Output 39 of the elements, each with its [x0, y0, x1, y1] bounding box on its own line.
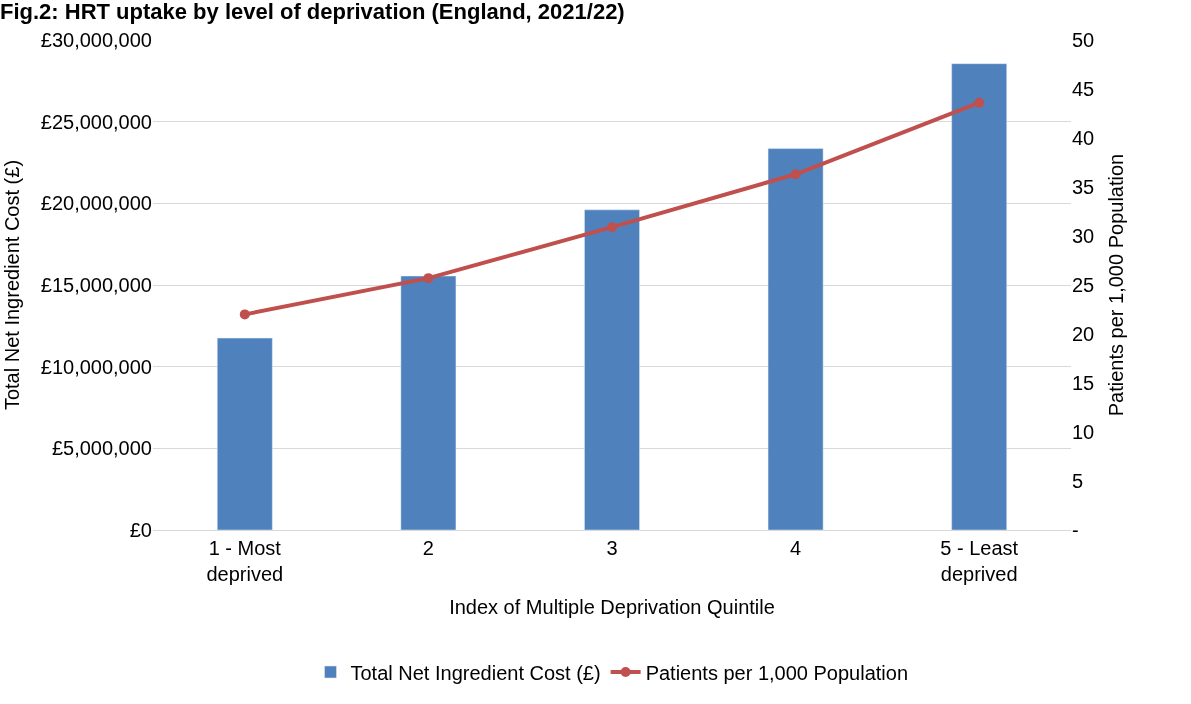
y-tick-label: £20,000,000 — [40, 192, 152, 215]
point — [974, 97, 985, 108]
y2-tick-label: 20 — [1072, 323, 1095, 345]
y2-tick-label: 50 — [1072, 29, 1095, 51]
bar — [584, 209, 640, 530]
legend-label: Total Net Ingredient Cost (£) — [350, 661, 601, 684]
y2-tick-label: 10 — [1072, 421, 1095, 443]
point — [607, 222, 617, 233]
y2-tick-label: 25 — [1072, 274, 1095, 296]
x-axis-title: Index of Multiple Deprivation Quintile — [449, 595, 775, 618]
point — [790, 169, 801, 180]
y2-tick-label: 45 — [1072, 78, 1095, 100]
y2-tick-label: 5 — [1072, 470, 1084, 492]
y-tick-label: £0 — [129, 519, 152, 541]
y-tick-label: £25,000,000 — [40, 110, 152, 133]
y2-tick-label: 40 — [1072, 127, 1095, 149]
bar — [217, 337, 273, 530]
bar — [767, 148, 824, 530]
y-tick-label: £15,000,000 — [40, 274, 152, 296]
bar — [400, 275, 457, 530]
x-tick-label: 5 - Least deprived — [940, 537, 1019, 585]
x-tick-label: 1 - Most deprived — [206, 537, 284, 585]
y-axis-title: Total Net Ingredient Cost (£) — [1, 159, 24, 411]
chart-title: Fig.2: HRT uptake by level of deprivation (England, 2021/22) — [0, 0, 625, 24]
y2-tick-label: - — [1072, 519, 1079, 541]
y2-tick-label: 30 — [1072, 225, 1095, 247]
y-tick-label: £10,000,000 — [40, 355, 152, 378]
point — [423, 273, 434, 284]
bar — [951, 63, 1007, 530]
legend-label: Patients per 1,000 Population — [645, 661, 909, 684]
x-tick-label: 2 — [422, 537, 434, 559]
y-tick-label: £5,000,000 — [51, 437, 152, 460]
point — [239, 309, 250, 320]
y2-tick-label: 35 — [1072, 176, 1095, 198]
y-tick-label: £30,000,000 — [40, 29, 152, 51]
y2-tick-label: 15 — [1072, 372, 1095, 394]
x-tick-label: 3 — [606, 537, 618, 559]
y2-axis-title: Patients per 1,000 Population — [1104, 153, 1127, 417]
x-tick-label: 4 — [790, 537, 802, 559]
